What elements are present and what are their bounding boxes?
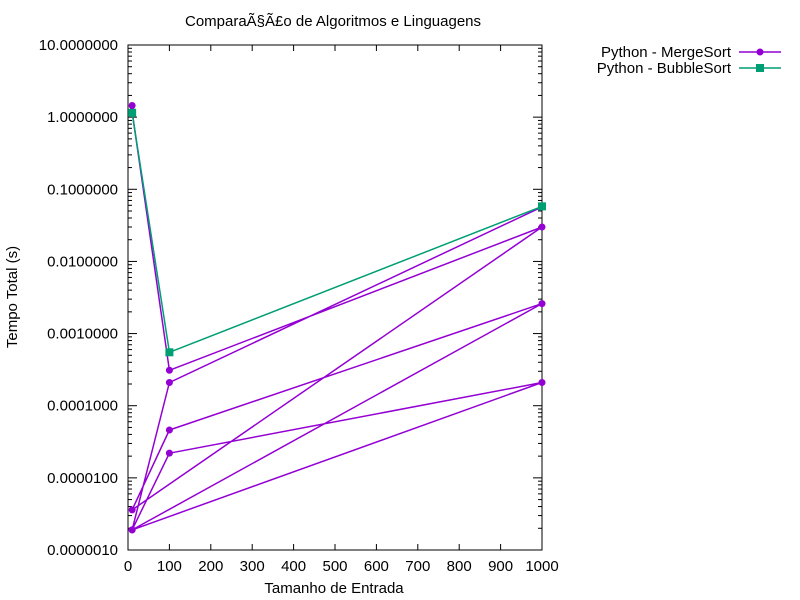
series-0-point (538, 300, 546, 308)
series-0-point (128, 102, 136, 110)
x-tick-label: 500 (322, 558, 347, 575)
y-tick-label: 10.0000000 (39, 37, 118, 54)
y-tick-label: 0.0001000 (47, 398, 118, 415)
legend-label: Python - MergeSort (601, 44, 732, 61)
series-0-point (128, 526, 136, 534)
y-tick-label: 1.0000000 (47, 109, 118, 126)
x-tick-label: 400 (281, 558, 306, 575)
legend-marker (756, 48, 764, 56)
x-tick-label: 1000 (525, 558, 558, 575)
series-0-point (165, 426, 173, 434)
legend-label: Python - BubbleSort (597, 60, 732, 77)
y-tick-label: 0.0100000 (47, 253, 118, 270)
x-tick-label: 700 (405, 558, 430, 575)
x-axis-ticks: 0 100 200 300 400 500 600 700 800 900 1000 (124, 45, 559, 575)
series-0-point (165, 449, 173, 457)
x-tick-label: 300 (240, 558, 265, 575)
x-tick-label: 200 (198, 558, 223, 575)
legend-marker (756, 64, 764, 72)
y-axis-label: Tempo Total (s) (4, 246, 21, 348)
y-tick-label: 0.1000000 (47, 181, 118, 198)
series-1-point (165, 348, 174, 357)
series-0-point (538, 378, 546, 386)
y-axis-ticks: 0.0000010 0.0000100 0.0001000 0.0010000 0.01… (39, 37, 542, 559)
x-tick-label: 900 (488, 558, 513, 575)
x-tick-label: 800 (447, 558, 472, 575)
series-line-0 (131, 111, 543, 531)
series-0-point (538, 223, 546, 231)
x-axis-label: Tamanho de Entrada (264, 580, 404, 597)
series-layer (128, 102, 546, 534)
y-tick-label: 0.0010000 (47, 326, 118, 343)
series-0-point (165, 366, 173, 374)
series-line-1 (131, 112, 543, 354)
x-tick-label: 100 (157, 558, 182, 575)
x-tick-label: 600 (364, 558, 389, 575)
series-1-point (128, 108, 137, 117)
plot-area (127, 44, 543, 551)
series-0-point (128, 506, 136, 514)
chart-title: ComparaÃ§Ã£o de Algoritmos e Linguagens (185, 13, 481, 30)
y-tick-label: 0.0000010 (47, 542, 118, 559)
y-tick-label: 0.0000100 (47, 470, 118, 487)
x-tick-label: 0 (124, 558, 132, 575)
series-1-point (538, 202, 546, 211)
series-0-point (165, 378, 173, 386)
